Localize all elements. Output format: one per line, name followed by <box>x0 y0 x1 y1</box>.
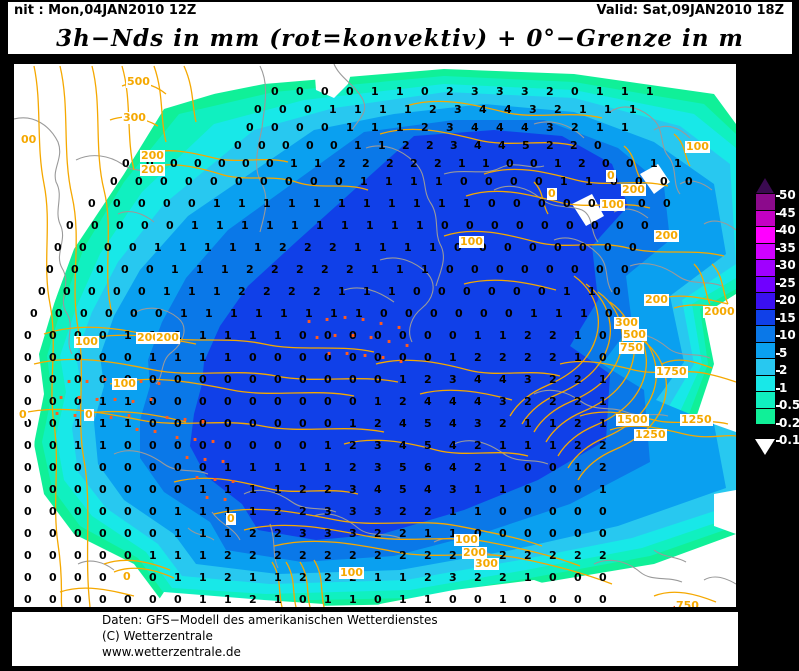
colorbar-segment <box>755 325 776 343</box>
colorbar-segments <box>755 193 776 425</box>
contour-label: 300 <box>122 111 147 124</box>
colorbar-segment <box>755 391 776 409</box>
colorbar-tick-label: 30 <box>779 258 796 272</box>
contour-label: 0 <box>18 408 28 421</box>
contour-label: 200 <box>644 293 669 306</box>
contour-label: 200 <box>621 183 646 196</box>
contour-label: 1250 <box>634 428 667 441</box>
colorbar-tick-mark <box>776 405 780 407</box>
precip-shading <box>34 69 736 607</box>
contour-label: 100 <box>454 533 479 546</box>
colorbar-tick-label: 25 <box>779 275 796 290</box>
colorbar-segment <box>755 193 776 211</box>
init-time-label: nit : Mon,04JAN2010 12Z <box>14 3 197 18</box>
contour-label: 200 <box>462 546 487 559</box>
colorbar-tick-label: 5 <box>779 345 788 360</box>
header-bar: nit : Mon,04JAN2010 12Z Valid: Sat,09JAN… <box>8 2 792 22</box>
contour-labels-layer: 500 300 200 200 00 100 200 200 100 0 0 100 100 200 0 0 1… <box>14 64 736 607</box>
colorbar-tick-mark <box>776 422 780 425</box>
contour-label: 1500 <box>616 413 649 426</box>
contour-label: 200 <box>136 331 161 344</box>
contour-label: 300 <box>614 316 639 329</box>
contour-label: 0 <box>606 169 616 182</box>
contour-label: 2000 <box>703 305 736 318</box>
colorbar-segment <box>755 292 776 310</box>
map-canvas <box>14 64 736 607</box>
colorbar-tick-mark <box>776 440 780 442</box>
contour-label: 200 <box>140 163 165 176</box>
colorbar-segment <box>755 209 776 227</box>
contour-label: 0 <box>84 408 94 421</box>
valid-time-label: Valid: Sat,09JAN2010 18Z <box>596 3 784 18</box>
colorbar-tick-mark <box>776 195 780 197</box>
colorbar-segment <box>755 308 776 326</box>
colorbar-tick-label: 0.5 <box>779 398 799 412</box>
footer-line-copyright: (C) Wetterzentrale <box>102 629 213 643</box>
no-precip-areas <box>14 64 736 607</box>
footer-credits: Daten: GFS−Modell des amerikanischen Wet… <box>12 612 738 666</box>
contour-label: 500 <box>622 328 647 341</box>
contour-label: 750 <box>619 341 644 354</box>
colorbar-tick-label: 2 <box>779 363 788 377</box>
colorbar-tick-label: 10 <box>779 328 796 342</box>
contour-label: 100 <box>685 140 710 153</box>
colorbar-tick-mark <box>776 335 780 337</box>
colorbar-tick-mark <box>776 300 780 302</box>
contour-label: 1250 <box>680 413 713 426</box>
colorbar-tick-label: 35 <box>779 240 796 255</box>
contour-label: 1750 <box>655 365 688 378</box>
contour-label: 300 <box>474 557 499 570</box>
colorbar-tick-mark <box>776 387 780 390</box>
colorbar-bottom-arrow <box>755 439 775 455</box>
contour-label: 100 <box>112 377 137 390</box>
colorbar-tick-label: 45 <box>779 205 796 220</box>
colorbar-tick-label: 15 <box>779 310 796 325</box>
contour-label: 750 <box>675 600 700 607</box>
colorbar-tick-mark <box>776 352 780 355</box>
colorbar-top-arrow <box>755 178 775 195</box>
colorbar-segment <box>755 259 776 277</box>
colorbar-tick-mark <box>776 265 780 267</box>
contour-label: 200 <box>140 149 165 162</box>
colorbar-tick-label: 20 <box>779 293 796 307</box>
colorbar-tick-label: 0.1 <box>779 433 799 447</box>
footer-line-data-source: Daten: GFS−Modell des amerikanischen Wet… <box>102 613 438 627</box>
colorbar-tick-label: 40 <box>779 223 796 237</box>
colorbar-tick-label: 1 <box>779 380 788 395</box>
colorbar-tick-label: 50 <box>779 188 796 202</box>
contour-label: 200 <box>155 331 180 344</box>
page-title-text: 3h−Nds in mm (rot=konvektiv) + 0°−Grenze… <box>56 24 744 52</box>
colorbar-segment <box>755 242 776 260</box>
contour-label: 00 <box>20 133 38 146</box>
colorbar-segment <box>755 374 776 392</box>
contour-label: 500 <box>126 75 151 88</box>
colorbar-tick-mark <box>776 370 780 372</box>
contour-label: 200 <box>654 229 679 242</box>
contour-label: 100 <box>74 335 99 348</box>
colorbar-tick-label: 0.2 <box>779 415 799 430</box>
contour-label: 0 <box>226 512 236 525</box>
colorbar-tick-mark <box>776 282 780 285</box>
contour-label: 0 <box>122 570 132 583</box>
page-title: 3h−Nds in mm (rot=konvektiv) + 0°−Grenze… <box>8 22 792 54</box>
contour-label: 100 <box>600 198 625 211</box>
colorbar-tick-mark <box>776 230 780 232</box>
colorbar-tick-mark <box>776 212 780 215</box>
contour-label: 0 <box>547 187 557 200</box>
colorbar-segment <box>755 341 776 359</box>
coastlines <box>14 64 736 585</box>
contour-label: 100 <box>459 235 484 248</box>
colorbar-tick-mark <box>776 247 780 250</box>
footer-line-website[interactable]: www.wetterzentrale.de <box>102 645 241 659</box>
colorbar[interactable]: 50 45 40 35 30 25 20 15 10 5 2 1 0.5 0.2 0.1 <box>754 178 799 478</box>
colorbar-tick-mark <box>776 317 780 320</box>
colorbar-segment <box>755 358 776 376</box>
colorbar-segment <box>755 407 776 425</box>
contour-label: 100 <box>339 566 364 579</box>
colorbar-segment <box>755 226 776 244</box>
colorbar-segment <box>755 275 776 293</box>
